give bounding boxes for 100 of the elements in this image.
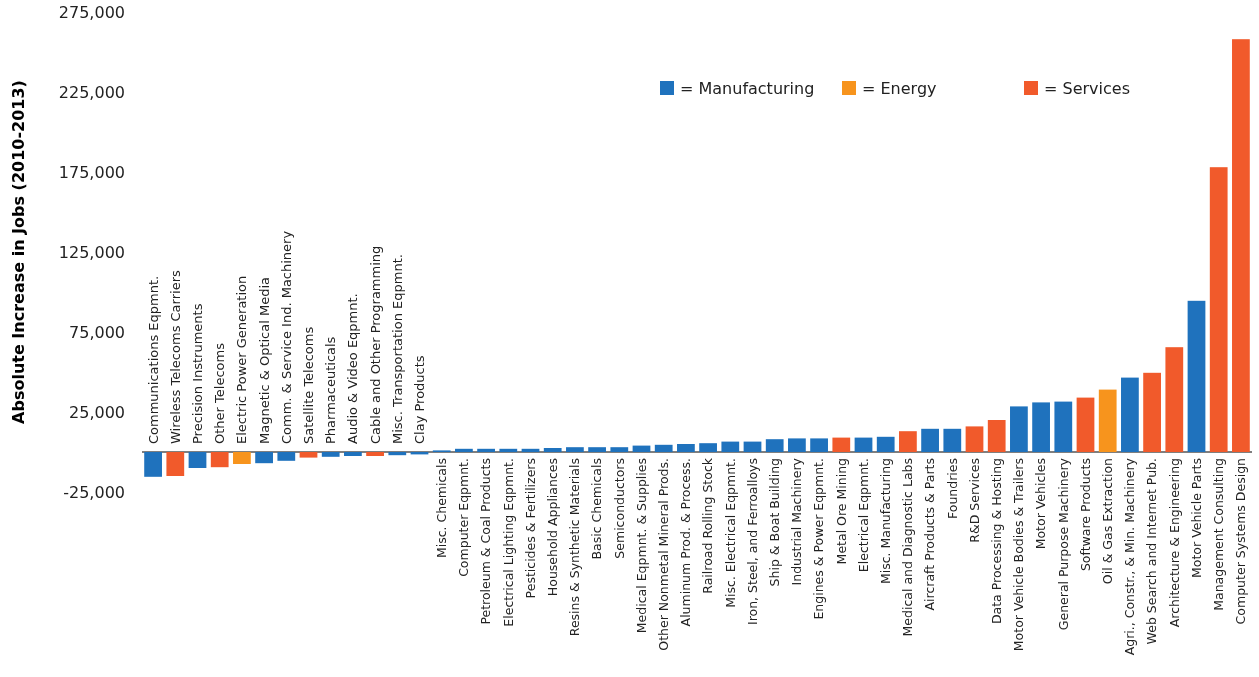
bar: [1098, 389, 1117, 452]
x-tick-label: Software Products: [1077, 458, 1093, 572]
x-tick-label: Misc. Chemicals: [434, 458, 450, 559]
bar: [477, 448, 495, 452]
bar: [543, 448, 562, 452]
bar: [1076, 397, 1095, 452]
bar: [965, 426, 984, 452]
bar: [699, 443, 717, 452]
bar: [854, 437, 873, 452]
bar: [1209, 167, 1228, 452]
x-tick-label: Railroad Rolling Stock: [700, 457, 716, 594]
bar: [255, 452, 273, 464]
x-tick-label: Household Appliances: [545, 458, 561, 597]
x-tick-label: Aluminum Prod. & Process.: [678, 458, 694, 627]
x-tick-label: Motor Vehicles: [1033, 458, 1049, 550]
bar: [1143, 372, 1161, 452]
x-tick-label: Foundries: [944, 458, 960, 519]
bar: [299, 452, 318, 458]
x-tick-label: Motor Vehicle Parts: [1188, 458, 1204, 578]
x-tick-label: Ship & Boat Building: [767, 458, 783, 587]
x-tick-label: Magnetic & Optical Media: [256, 276, 272, 444]
x-tick-label: Agri., Constr., & Min. Machinery: [1122, 457, 1138, 656]
x-tick-label: Wireless Telecoms Carriers: [167, 270, 183, 444]
bar: [188, 452, 207, 468]
x-tick-label: Basic Chemicals: [589, 458, 605, 560]
bar: [987, 420, 1006, 452]
y-tick-label: 225,000: [58, 82, 125, 102]
x-tick-label: Computer Eqpmnt.: [456, 458, 472, 577]
bar: [366, 452, 384, 456]
x-tick-label: Communications Eqpmnt.: [145, 275, 161, 444]
x-tick-label: Pharmaceuticals: [323, 336, 339, 444]
bar: [721, 441, 740, 452]
x-tick-label: Electrical Eqpmnt.: [855, 458, 871, 573]
bar: [876, 436, 895, 452]
x-tick-label: Management Consulting: [1211, 458, 1227, 611]
bar: [1032, 402, 1050, 452]
x-tick-label: Misc. Electrical Eqpmnt.: [722, 458, 738, 608]
y-tick-label: 275,000: [58, 2, 125, 22]
x-tick-label: Audio & Video Eqpmnt.: [345, 293, 361, 444]
x-tick-label: Web Search and Internet Pub.: [1144, 458, 1160, 645]
x-tick-label: Comm. & Service Ind. Machinery: [278, 230, 294, 444]
y-tick-label: 175,000: [58, 162, 125, 182]
x-tick-label: Medical and Diagnostic Labs: [900, 458, 916, 637]
x-tick-label: Precision Instruments: [190, 303, 206, 444]
bar: [1187, 300, 1206, 452]
x-tick-label: Architecture & Engineering: [1166, 458, 1182, 628]
legend-label: = Services: [1044, 78, 1130, 98]
bar: [166, 452, 185, 476]
bar: [1232, 39, 1250, 452]
x-tick-label: Engines & Power Eqpmnt.: [811, 458, 827, 620]
bar: [654, 444, 673, 452]
x-tick-label: Oil & Gas Extraction: [1100, 458, 1116, 585]
bar: [899, 431, 917, 452]
bar: [832, 437, 851, 452]
bar: [788, 438, 806, 452]
y-tick-label: -25,000: [63, 482, 125, 502]
bar: [1121, 377, 1139, 452]
legend-label: = Energy: [862, 78, 937, 98]
x-tick-label: Misc. Transportation Eqpmnt.: [389, 254, 405, 444]
x-tick-label: Computer Systems Design: [1233, 458, 1249, 625]
bar: [455, 448, 473, 452]
bar: [677, 444, 695, 452]
bar: [344, 452, 362, 456]
x-tick-label: Medical Eqpmnt. & Supplies: [633, 458, 649, 634]
bar: [277, 452, 296, 461]
bar: [1165, 347, 1184, 452]
bar: [765, 439, 784, 452]
x-tick-label: Cable and Other Programming: [367, 245, 383, 444]
x-tick-label: Metal Ore Mining: [833, 458, 849, 565]
bar: [321, 452, 340, 457]
bar: [588, 447, 606, 452]
y-axis-title: Absolute Increase in Jobs (2010-2013): [9, 80, 28, 424]
legend-label: = Manufacturing: [680, 78, 815, 98]
x-tick-label: Industrial Machinery: [789, 457, 805, 586]
x-tick-label: Clay Products: [412, 355, 428, 444]
bar: [233, 452, 251, 464]
bar: [743, 441, 762, 452]
y-tick-label: 125,000: [58, 242, 125, 262]
bar: [1010, 406, 1028, 452]
x-tick-label: General Purpose Machinery: [1055, 457, 1071, 631]
x-tick-label: Electric Power Generation: [234, 275, 250, 444]
x-tick-label: Satellite Telecoms: [301, 326, 317, 444]
bar: [921, 428, 939, 452]
bar: [210, 452, 229, 468]
x-tick-label: Data Processing & Hosting: [989, 458, 1005, 625]
x-tick-label: Aircraft Products & Parts: [922, 458, 938, 611]
bar: [499, 448, 518, 452]
bar: [810, 438, 828, 452]
x-tick-label: Semiconductors: [611, 458, 627, 559]
bar: [144, 452, 162, 477]
y-tick-label: 25,000: [69, 402, 125, 422]
x-tick-label: Electrical Lighting Eqpmnt.: [500, 458, 516, 627]
bar: [566, 447, 584, 452]
x-tick-label: Iron, Steel, and Ferroalloys: [744, 458, 760, 625]
x-tick-label: Other Nonmetal Mineral Prods.: [656, 458, 672, 651]
bar: [610, 447, 629, 452]
bar: [388, 452, 407, 456]
x-tick-label: Motor Vehicle Bodies & Trailers: [1011, 458, 1027, 652]
x-tick-label: Pesticides & Fertilizers: [522, 458, 538, 599]
bar: [1054, 401, 1073, 452]
